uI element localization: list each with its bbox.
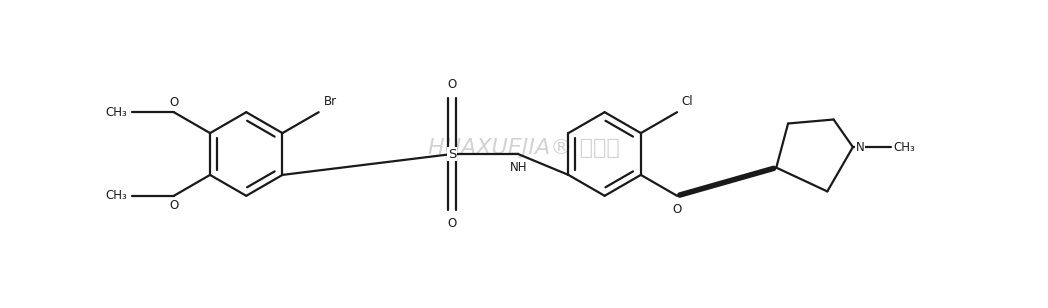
Text: HUAXUEJIA® 化学加: HUAXUEJIA® 化学加	[429, 138, 619, 158]
Text: O: O	[169, 96, 178, 109]
Text: Cl: Cl	[681, 95, 693, 108]
Text: O: O	[447, 217, 457, 230]
Text: NH: NH	[510, 161, 528, 174]
Text: CH₃: CH₃	[105, 106, 127, 119]
Text: CH₃: CH₃	[894, 140, 916, 154]
Text: O: O	[169, 199, 178, 212]
Text: Br: Br	[324, 95, 336, 108]
Text: CH₃: CH₃	[105, 189, 127, 202]
Text: S: S	[449, 148, 457, 160]
Text: O: O	[673, 203, 681, 216]
Text: N: N	[856, 140, 865, 154]
Text: O: O	[447, 78, 457, 91]
